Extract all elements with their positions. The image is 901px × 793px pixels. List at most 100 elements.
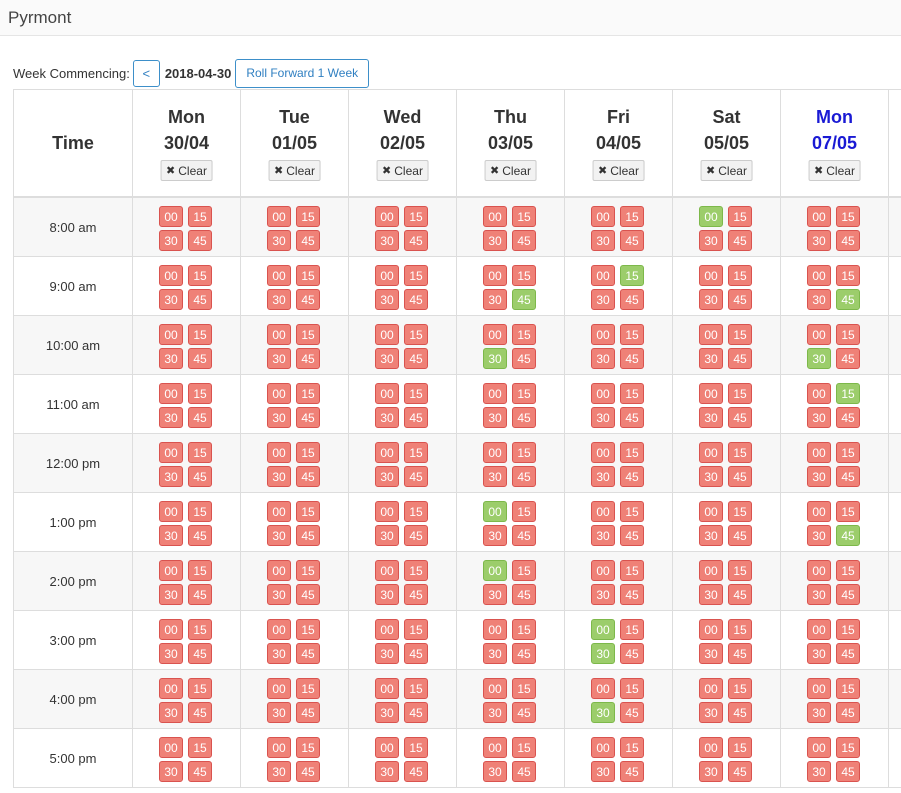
slot-00-button[interactable]: 00 [591, 619, 615, 640]
slot-30-button[interactable]: 30 [159, 702, 183, 723]
slot-00-button[interactable]: 00 [591, 265, 615, 286]
slot-15-button[interactable]: 15 [620, 678, 644, 699]
slot-45-button[interactable]: 45 [188, 407, 212, 428]
slot-15-button[interactable]: 15 [836, 206, 860, 227]
slot-45-button[interactable]: 45 [728, 702, 752, 723]
slot-15-button[interactable]: 15 [620, 206, 644, 227]
slot-45-button[interactable]: 45 [620, 230, 644, 251]
slot-00-button[interactable]: 00 [267, 324, 291, 345]
slot-45-button[interactable]: 45 [836, 289, 860, 310]
slot-45-button[interactable]: 45 [404, 466, 428, 487]
slot-45-button[interactable]: 45 [512, 525, 536, 546]
slot-45-button[interactable]: 45 [728, 230, 752, 251]
slot-30-button[interactable]: 30 [267, 289, 291, 310]
slot-15-button[interactable]: 15 [512, 206, 536, 227]
slot-15-button[interactable]: 15 [620, 501, 644, 522]
slot-15-button[interactable]: 15 [836, 501, 860, 522]
slot-30-button[interactable]: 30 [591, 289, 615, 310]
slot-00-button[interactable]: 00 [375, 619, 399, 640]
slot-15-button[interactable]: 15 [512, 324, 536, 345]
slot-00-button[interactable]: 00 [375, 206, 399, 227]
clear-day-button[interactable]: ✖ Clear [808, 160, 861, 181]
slot-30-button[interactable]: 30 [807, 230, 831, 251]
slot-15-button[interactable]: 15 [296, 383, 320, 404]
slot-45-button[interactable]: 45 [728, 407, 752, 428]
slot-15-button[interactable]: 15 [512, 501, 536, 522]
slot-30-button[interactable]: 30 [483, 466, 507, 487]
slot-30-button[interactable]: 30 [591, 407, 615, 428]
slot-15-button[interactable]: 15 [296, 501, 320, 522]
slot-00-button[interactable]: 00 [699, 442, 723, 463]
slot-15-button[interactable]: 15 [836, 383, 860, 404]
slot-30-button[interactable]: 30 [267, 407, 291, 428]
slot-15-button[interactable]: 15 [836, 678, 860, 699]
slot-15-button[interactable]: 15 [512, 383, 536, 404]
slot-00-button[interactable]: 00 [267, 442, 291, 463]
slot-30-button[interactable]: 30 [159, 348, 183, 369]
slot-00-button[interactable]: 00 [267, 678, 291, 699]
slot-00-button[interactable]: 00 [807, 442, 831, 463]
previous-week-button[interactable]: < [132, 59, 160, 87]
slot-15-button[interactable]: 15 [404, 442, 428, 463]
slot-45-button[interactable]: 45 [512, 407, 536, 428]
slot-30-button[interactable]: 30 [267, 643, 291, 664]
slot-30-button[interactable]: 30 [699, 407, 723, 428]
slot-30-button[interactable]: 30 [267, 348, 291, 369]
slot-00-button[interactable]: 00 [483, 560, 507, 581]
slot-00-button[interactable]: 00 [483, 383, 507, 404]
slot-45-button[interactable]: 45 [512, 584, 536, 605]
slot-15-button[interactable]: 15 [836, 737, 860, 758]
clear-day-button[interactable]: ✖ Clear [160, 160, 213, 181]
slot-45-button[interactable]: 45 [620, 348, 644, 369]
slot-45-button[interactable]: 45 [620, 643, 644, 664]
slot-45-button[interactable]: 45 [728, 348, 752, 369]
slot-30-button[interactable]: 30 [699, 348, 723, 369]
slot-45-button[interactable]: 45 [620, 702, 644, 723]
slot-45-button[interactable]: 45 [404, 584, 428, 605]
slot-00-button[interactable]: 00 [159, 560, 183, 581]
slot-15-button[interactable]: 15 [188, 737, 212, 758]
slot-45-button[interactable]: 45 [512, 348, 536, 369]
slot-15-button[interactable]: 15 [728, 324, 752, 345]
slot-15-button[interactable]: 15 [728, 206, 752, 227]
slot-00-button[interactable]: 00 [699, 265, 723, 286]
clear-day-button[interactable]: ✖ Clear [268, 160, 321, 181]
slot-00-button[interactable]: 00 [159, 324, 183, 345]
slot-00-button[interactable]: 00 [591, 737, 615, 758]
slot-00-button[interactable]: 00 [807, 324, 831, 345]
slot-15-button[interactable]: 15 [188, 265, 212, 286]
slot-15-button[interactable]: 15 [404, 737, 428, 758]
slot-00-button[interactable]: 00 [159, 383, 183, 404]
slot-15-button[interactable]: 15 [512, 737, 536, 758]
slot-00-button[interactable]: 00 [375, 324, 399, 345]
slot-45-button[interactable]: 45 [188, 230, 212, 251]
slot-00-button[interactable]: 00 [483, 206, 507, 227]
slot-45-button[interactable]: 45 [836, 761, 860, 782]
slot-45-button[interactable]: 45 [620, 407, 644, 428]
slot-30-button[interactable]: 30 [267, 525, 291, 546]
slot-45-button[interactable]: 45 [728, 761, 752, 782]
slot-00-button[interactable]: 00 [807, 737, 831, 758]
slot-00-button[interactable]: 00 [159, 619, 183, 640]
slot-30-button[interactable]: 30 [483, 584, 507, 605]
slot-00-button[interactable]: 00 [699, 678, 723, 699]
slot-00-button[interactable]: 00 [591, 383, 615, 404]
slot-00-button[interactable]: 00 [375, 442, 399, 463]
slot-30-button[interactable]: 30 [159, 289, 183, 310]
slot-45-button[interactable]: 45 [404, 230, 428, 251]
slot-30-button[interactable]: 30 [159, 525, 183, 546]
slot-30-button[interactable]: 30 [267, 761, 291, 782]
slot-00-button[interactable]: 00 [375, 383, 399, 404]
slot-30-button[interactable]: 30 [807, 289, 831, 310]
slot-00-button[interactable]: 00 [591, 560, 615, 581]
slot-15-button[interactable]: 15 [404, 206, 428, 227]
slot-45-button[interactable]: 45 [620, 525, 644, 546]
slot-00-button[interactable]: 00 [807, 619, 831, 640]
slot-30-button[interactable]: 30 [699, 584, 723, 605]
slot-45-button[interactable]: 45 [836, 702, 860, 723]
slot-30-button[interactable]: 30 [591, 525, 615, 546]
slot-00-button[interactable]: 00 [159, 442, 183, 463]
slot-30-button[interactable]: 30 [483, 525, 507, 546]
slot-00-button[interactable]: 00 [699, 737, 723, 758]
slot-45-button[interactable]: 45 [296, 702, 320, 723]
